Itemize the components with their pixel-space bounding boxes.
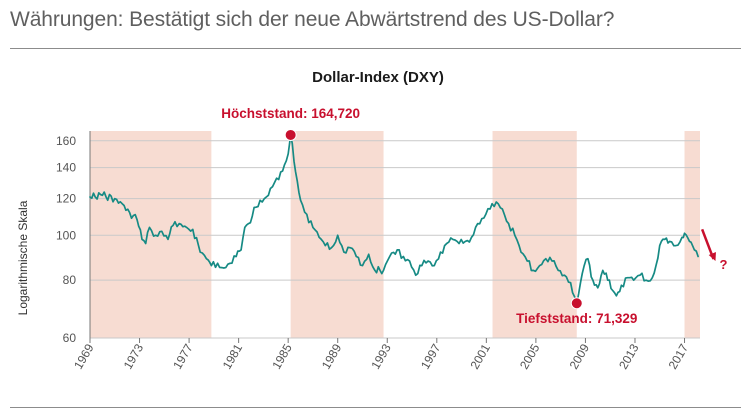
annotations: Höchststand: 164,720 Tiefststand: 71,329? [221, 106, 727, 326]
x-tick-label: 1993 [368, 341, 394, 371]
x-axis-ticks: 1969 1973 1977 1981 1985 1989 1993 1997 2001 2005… [71, 338, 691, 372]
x-tick-label: 1985 [269, 341, 295, 371]
gridlines [89, 131, 700, 339]
peak-marker [284, 128, 297, 141]
y-tick-label: 100 [56, 228, 76, 242]
shaded-period [290, 131, 384, 338]
trough-marker [570, 297, 583, 310]
x-tick-label: 2013 [616, 341, 642, 371]
trough-label: Tiefststand: 71,329 [516, 311, 637, 326]
y-tick-label: 60 [63, 331, 77, 345]
x-tick-label: 1969 [71, 341, 97, 371]
x-tick-label: 2009 [567, 341, 593, 371]
x-tick-label: 2005 [517, 341, 543, 371]
x-tick-label: 1973 [121, 341, 147, 371]
top-rule [10, 48, 741, 49]
shaded-periods [90, 131, 700, 338]
x-tick-label: 2001 [467, 341, 493, 371]
y-tick-label: 80 [63, 273, 77, 287]
x-tick-label: 1997 [418, 341, 444, 371]
peak-label: Höchststand: 164,720 [221, 106, 360, 121]
y-tick-label: 160 [56, 134, 76, 148]
question-mark-label: ? [719, 257, 727, 272]
y-tick-label: 140 [56, 161, 76, 175]
shaded-period [90, 131, 212, 338]
x-tick-label: 1989 [319, 341, 345, 371]
chart-title: Dollar-Index (DXY) [312, 69, 444, 86]
shaded-period [492, 131, 577, 338]
trend-arrow-head [708, 252, 716, 262]
x-tick-label: 2017 [666, 341, 692, 371]
x-tick-label: 1981 [220, 341, 246, 371]
y-tick-label: 120 [56, 192, 76, 206]
bottom-rule [10, 407, 741, 408]
shaded-period [684, 131, 700, 338]
x-tick-label: 1977 [170, 341, 196, 371]
y-axis-ticks: 60 80 100 120 140 160 [56, 134, 76, 345]
dxy-series-line [89, 134, 699, 305]
y-axis-label: Logarithmische Skala [16, 200, 30, 315]
page-headline: Währungen: Bestätigt sich der neue Abwär… [10, 8, 615, 31]
